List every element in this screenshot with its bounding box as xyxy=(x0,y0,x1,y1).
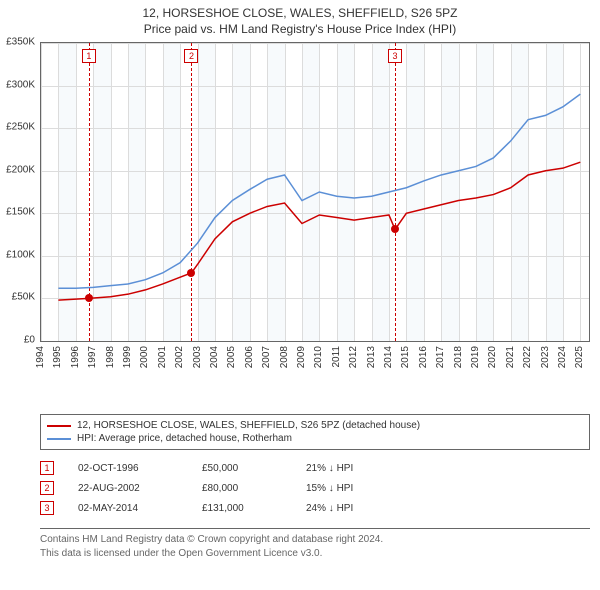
legend-label: HPI: Average price, detached house, Roth… xyxy=(77,433,292,444)
title-subtitle: Price paid vs. HM Land Registry's House … xyxy=(0,22,600,36)
event-row: 2 22-AUG-2002 £80,000 15% ↓ HPI xyxy=(40,478,590,498)
footer-line: This data is licensed under the Open Gov… xyxy=(40,547,590,561)
x-tick-label: 2017 xyxy=(435,346,446,368)
x-tick-label: 2024 xyxy=(557,346,568,368)
x-tick-label: 2009 xyxy=(296,346,307,368)
y-tick-label: £300K xyxy=(0,79,35,90)
x-tick-label: 2013 xyxy=(366,346,377,368)
y-tick-label: £200K xyxy=(0,164,35,175)
x-tick-label: 2004 xyxy=(209,346,220,368)
chart-page: { "title_line1": "12, HORSESHOE CLOSE, W… xyxy=(0,0,600,590)
event-date: 02-MAY-2014 xyxy=(78,503,178,514)
legend-label: 12, HORSESHOE CLOSE, WALES, SHEFFIELD, S… xyxy=(77,420,420,431)
y-tick-label: £250K xyxy=(0,122,35,133)
title-address: 12, HORSESHOE CLOSE, WALES, SHEFFIELD, S… xyxy=(0,6,600,20)
event-row: 3 02-MAY-2014 £131,000 24% ↓ HPI xyxy=(40,498,590,518)
x-tick-label: 1999 xyxy=(122,346,133,368)
legend-item: HPI: Average price, detached house, Roth… xyxy=(47,432,583,445)
y-tick-label: £350K xyxy=(0,37,35,48)
event-price: £131,000 xyxy=(202,503,282,514)
event-number: 1 xyxy=(40,461,54,475)
y-tick-label: £0 xyxy=(0,335,35,346)
x-tick-label: 2023 xyxy=(540,346,551,368)
events-table: 1 02-OCT-1996 £50,000 21% ↓ HPI 2 22-AUG-2002… xyxy=(40,458,590,518)
x-tick-label: 2010 xyxy=(313,346,324,368)
plot-region: 123 xyxy=(40,42,590,342)
x-tick-label: 2019 xyxy=(470,346,481,368)
x-tick-label: 2006 xyxy=(244,346,255,368)
x-tick-label: 2000 xyxy=(139,346,150,368)
footer-line: Contains HM Land Registry data © Crown c… xyxy=(40,533,590,547)
y-tick-label: £100K xyxy=(0,249,35,260)
x-tick-label: 2015 xyxy=(400,346,411,368)
y-tick-label: £50K xyxy=(0,292,35,303)
x-tick-label: 2003 xyxy=(192,346,203,368)
x-tick-label: 1996 xyxy=(70,346,81,368)
event-number: 2 xyxy=(40,481,54,495)
x-tick-label: 2011 xyxy=(331,346,342,368)
x-tick-label: 2007 xyxy=(261,346,272,368)
x-tick-label: 2002 xyxy=(174,346,185,368)
series-price_paid xyxy=(58,162,580,300)
gridline xyxy=(41,341,589,342)
legend-item: 12, HORSESHOE CLOSE, WALES, SHEFFIELD, S… xyxy=(47,419,583,432)
event-price: £50,000 xyxy=(202,463,282,474)
x-tick-label: 2018 xyxy=(453,346,464,368)
event-number: 3 xyxy=(40,501,54,515)
x-tick-label: 2020 xyxy=(487,346,498,368)
x-tick-label: 1998 xyxy=(105,346,116,368)
x-tick-label: 2014 xyxy=(383,346,394,368)
event-row: 1 02-OCT-1996 £50,000 21% ↓ HPI xyxy=(40,458,590,478)
event-date: 02-OCT-1996 xyxy=(78,463,178,474)
x-tick-label: 2001 xyxy=(157,346,168,368)
chart-area: 123 £0£50K£100K£150K£200K£250K£300K£350K… xyxy=(40,42,590,372)
x-tick-label: 2012 xyxy=(348,346,359,368)
event-delta: 15% ↓ HPI xyxy=(306,483,406,494)
x-tick-label: 2022 xyxy=(522,346,533,368)
x-tick-label: 2021 xyxy=(505,346,516,368)
x-tick-label: 2008 xyxy=(279,346,290,368)
event-delta: 21% ↓ HPI xyxy=(306,463,406,474)
series-svg xyxy=(41,43,589,341)
x-tick-label: 1995 xyxy=(52,346,63,368)
x-tick-label: 2025 xyxy=(574,346,585,368)
chart-titles: 12, HORSESHOE CLOSE, WALES, SHEFFIELD, S… xyxy=(0,6,600,36)
x-tick-label: 1994 xyxy=(35,346,46,368)
legend: 12, HORSESHOE CLOSE, WALES, SHEFFIELD, S… xyxy=(40,414,590,450)
event-delta: 24% ↓ HPI xyxy=(306,503,406,514)
x-tick-label: 2005 xyxy=(226,346,237,368)
x-tick-label: 1997 xyxy=(87,346,98,368)
legend-swatch xyxy=(47,425,71,427)
legend-swatch xyxy=(47,438,71,440)
event-date: 22-AUG-2002 xyxy=(78,483,178,494)
event-price: £80,000 xyxy=(202,483,282,494)
footer-attribution: Contains HM Land Registry data © Crown c… xyxy=(40,528,590,561)
y-tick-label: £150K xyxy=(0,207,35,218)
x-tick-label: 2016 xyxy=(418,346,429,368)
